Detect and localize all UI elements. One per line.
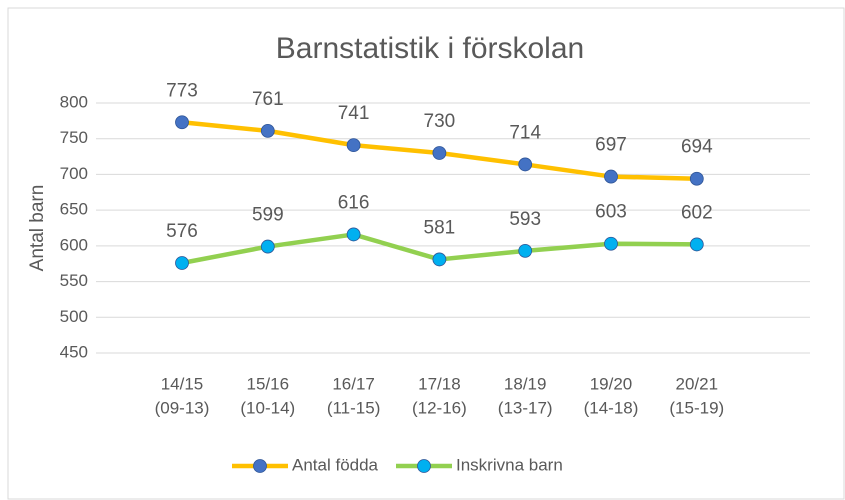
data-point: [432, 252, 447, 267]
legend-label: Inskrivna barn: [456, 455, 563, 474]
data-label: 697: [595, 135, 627, 156]
y-tick-label: 750: [60, 128, 88, 147]
x-tick-label: (13-17): [498, 398, 553, 417]
x-tick-label: 16/17: [332, 374, 375, 393]
y-tick-label: 600: [60, 235, 88, 254]
data-label: 593: [509, 209, 541, 230]
data-label: 581: [424, 217, 456, 238]
data-label: 603: [595, 202, 627, 223]
x-tick-label: 18/19: [504, 374, 547, 393]
data-point: [689, 171, 704, 186]
data-point: [604, 236, 618, 251]
data-point: [346, 227, 361, 242]
y-axis-label: Antal barn: [27, 185, 48, 272]
data-point: [604, 169, 618, 184]
chart-title: Barnstatistik i förskolan: [276, 32, 584, 65]
legend-marker: [417, 459, 431, 473]
data-point: [260, 239, 275, 254]
x-tick-label: 19/20: [590, 374, 633, 393]
legend-marker: [253, 459, 267, 473]
x-tick-label: 17/18: [418, 374, 461, 393]
y-tick-label: 500: [60, 307, 88, 326]
data-label: 616: [338, 192, 370, 213]
y-tick-label: 800: [60, 92, 88, 111]
x-tick-label: 20/21: [676, 374, 719, 393]
y-tick-label: 450: [60, 342, 88, 361]
x-tick-label: (11-15): [327, 398, 381, 417]
data-point: [518, 157, 533, 172]
data-label: 714: [509, 122, 541, 143]
data-point: [432, 146, 447, 160]
data-point: [518, 243, 533, 258]
data-point: [346, 138, 361, 153]
x-tick-label: 15/16: [247, 374, 290, 393]
x-tick-label: (14-18): [584, 398, 639, 417]
data-label: 602: [681, 202, 713, 223]
data-label: 694: [681, 137, 713, 158]
x-tick-label: (12-16): [412, 398, 467, 417]
x-tick-label: 14/15: [161, 374, 204, 393]
data-point: [175, 115, 189, 130]
x-tick-label: (09-13): [155, 398, 210, 417]
y-tick-label: 700: [60, 164, 88, 183]
x-tick-label: (10-14): [240, 398, 295, 417]
data-point: [175, 256, 189, 270]
x-tick-label: (15-19): [669, 398, 724, 417]
legend-label: Antal födda: [292, 455, 379, 474]
data-point: [260, 123, 275, 138]
data-label: 773: [166, 80, 198, 101]
data-label: 599: [252, 205, 284, 226]
data-label: 730: [424, 111, 456, 132]
data-label: 576: [166, 221, 198, 242]
y-tick-label: 650: [60, 200, 88, 219]
data-label: 761: [252, 89, 284, 110]
data-label: 741: [338, 103, 370, 124]
data-point: [689, 237, 704, 252]
y-tick-label: 550: [60, 271, 88, 290]
